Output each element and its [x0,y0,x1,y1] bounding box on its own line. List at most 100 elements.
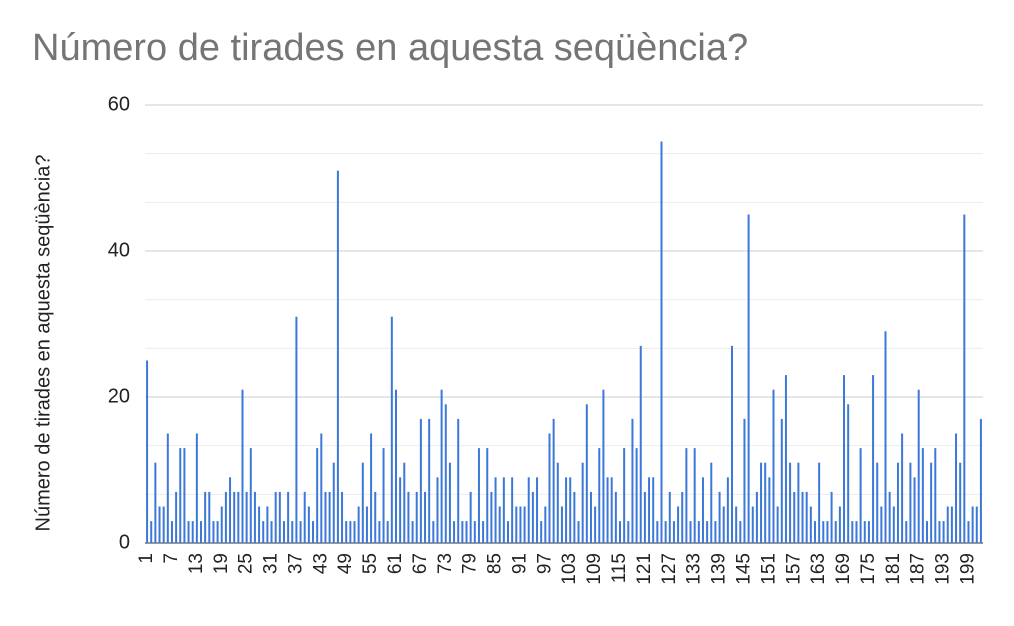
x-tick-label: 31 [261,553,282,574]
x-tick-label: 163 [808,553,829,585]
bar [486,448,489,543]
x-tick-label: 193 [933,553,954,585]
bar [506,521,509,543]
bar [216,521,219,543]
bar [262,521,265,543]
bar [494,477,497,543]
bar [855,521,858,543]
bar [967,521,970,543]
bar [714,521,717,543]
bar [556,462,559,543]
bar [585,404,588,543]
bar [432,521,435,543]
y-tick-label: 0 [119,531,130,553]
bar [411,521,414,543]
x-tick-label: 157 [783,553,804,585]
x-tick-label: 175 [858,553,879,585]
bar [191,521,194,543]
bar [747,214,750,543]
bar [942,521,945,543]
bar [921,448,924,543]
bar [183,448,186,543]
bar [150,521,153,543]
y-tick-label: 20 [108,385,130,407]
bar [287,491,290,543]
bar [872,375,875,543]
x-tick-label: 109 [584,553,605,585]
bar [955,433,958,543]
bar [523,506,526,543]
bar [822,521,825,543]
bar [303,491,306,543]
bar [312,521,315,543]
bar [664,521,667,543]
y-axis-label: Número de tirades en aquesta seqüència? [32,155,54,532]
bar [793,491,796,543]
bar [498,506,501,543]
bar [548,433,551,543]
bar [158,506,161,543]
chart-title: Número de tirades en aquesta seqüència? [32,27,748,69]
x-tick-label: 7 [161,553,182,564]
x-tick-label: 139 [709,553,730,585]
bar [204,491,207,543]
bar [706,521,709,543]
x-tick-label: 103 [559,553,580,585]
bar [477,448,480,543]
bar [544,506,547,543]
bar [623,448,626,543]
bar [166,433,169,543]
bar [581,462,584,543]
bar [328,491,331,543]
bar [502,477,505,543]
bar [349,521,352,543]
bar [419,418,422,543]
bar [569,477,572,543]
bar [813,521,816,543]
bar [594,506,597,543]
bar [901,433,904,543]
bar [660,141,663,543]
x-tick-label: 79 [460,553,481,574]
bar [345,521,348,543]
bar [950,506,953,543]
bar [648,477,651,543]
bar [606,477,609,543]
bar [465,521,468,543]
bar [527,477,530,543]
y-tick-label: 60 [108,93,130,115]
bar [573,491,576,543]
x-tick-label: 187 [908,553,929,585]
bar [224,491,227,543]
x-tick-label: 199 [957,553,978,585]
bar [249,448,252,543]
bar [619,521,622,543]
bar [818,462,821,543]
bar [851,521,854,543]
bar [598,448,601,543]
bar [154,462,157,543]
bar [739,521,742,543]
bar [635,448,638,543]
bar [353,521,356,543]
bar [469,491,472,543]
bar [531,491,534,543]
bar [838,506,841,543]
bar [959,462,962,543]
bar [390,316,393,543]
bar [656,521,659,543]
bar [365,506,368,543]
bar [672,521,675,543]
bar [424,491,427,543]
bar [963,214,966,543]
bar [826,521,829,543]
bar [979,418,982,543]
x-tick-label: 133 [684,553,705,585]
bar [755,491,758,543]
bar [282,521,285,543]
bar [341,491,344,543]
x-tick-label: 181 [883,553,904,585]
bar [552,418,555,543]
bar [307,506,310,543]
bar [428,418,431,543]
